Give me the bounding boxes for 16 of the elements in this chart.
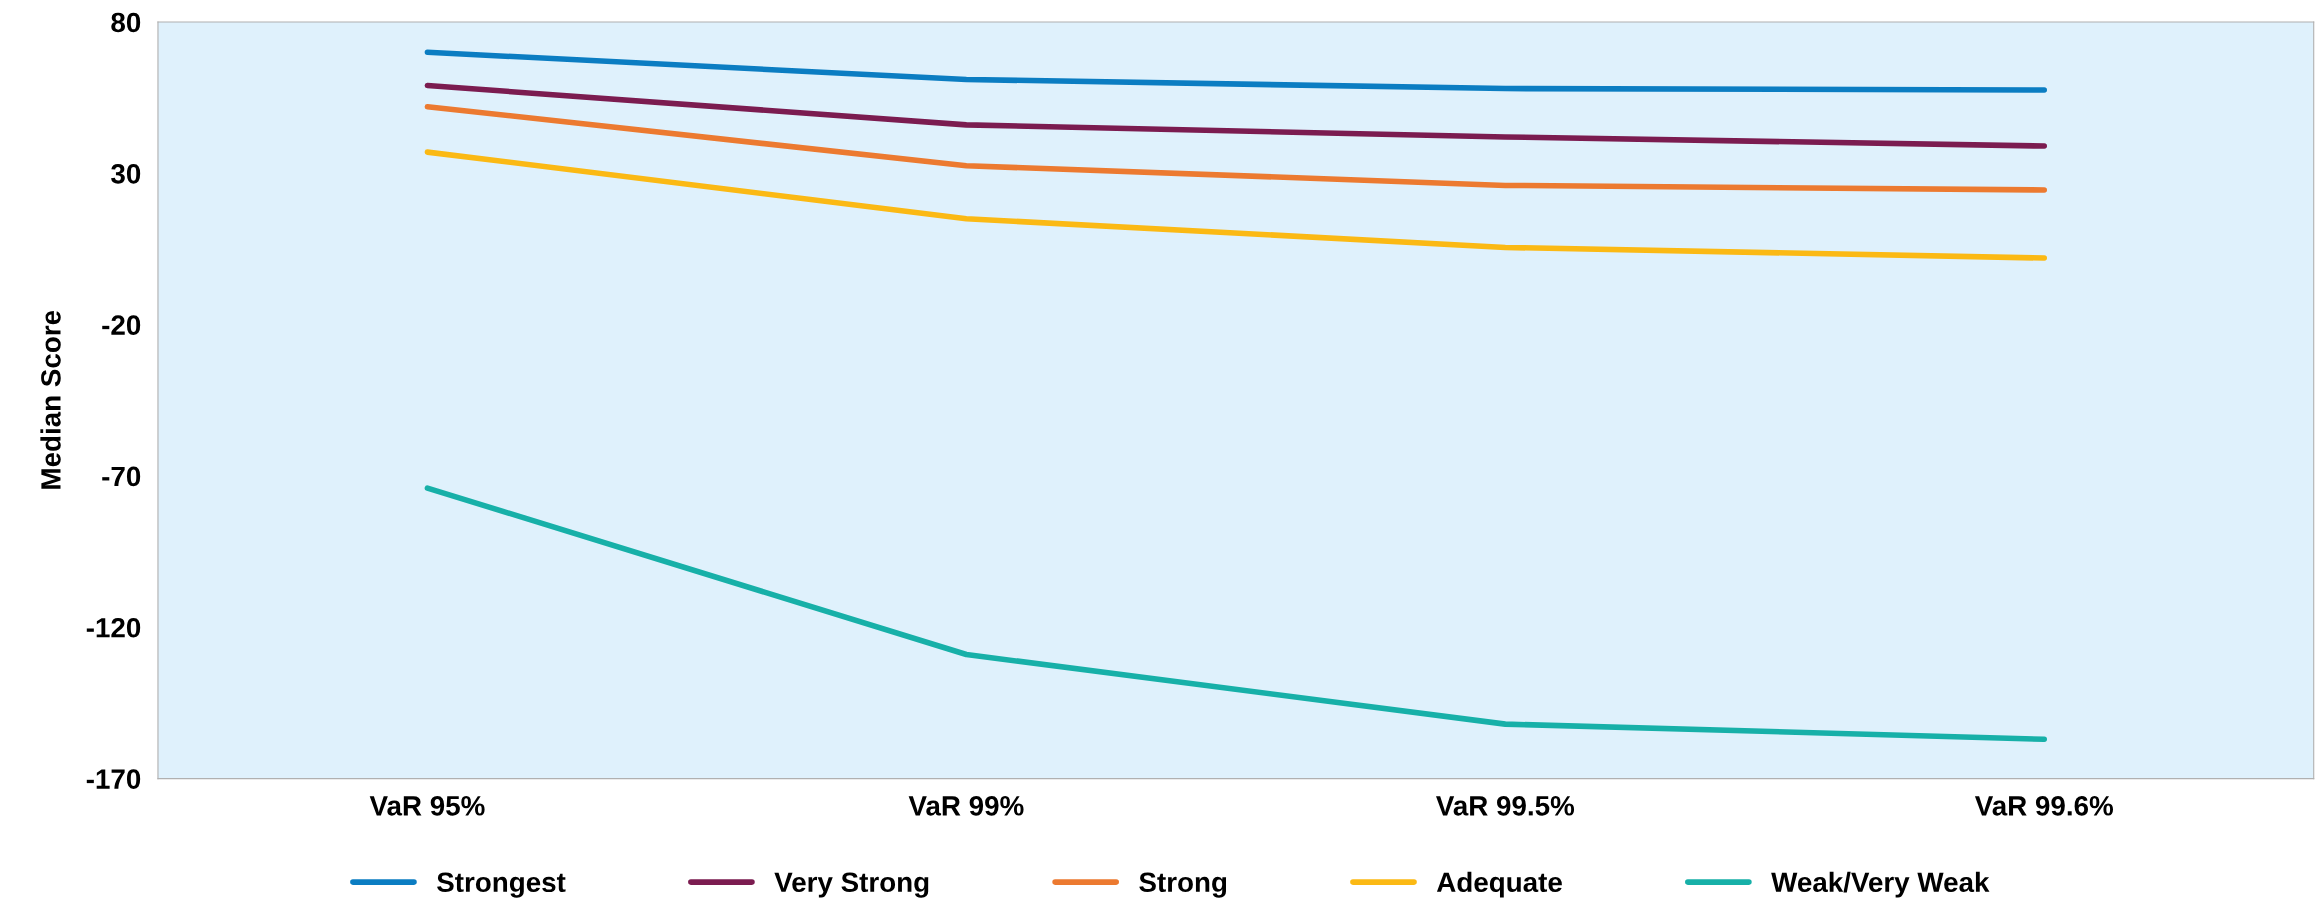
y-axis-title: Median Score [40,310,61,489]
x-tick-label: VaR 99.6% [1974,796,2113,816]
legend-label: Strongest [437,872,566,898]
legend-label: Weak/Very Weak [1771,871,1990,898]
x-tick-label: VaR 99% [908,796,1024,816]
x-tick-label: VaR 99.5% [1436,796,1575,816]
y-tick-label: 80 [111,12,141,33]
legend-label: Strong [1139,872,1227,898]
y-tick-label: 30 [111,163,141,184]
y-tick-label: -70 [102,466,141,487]
x-tick-label: VaR 95% [369,796,485,816]
y-tick-label: -120 [86,617,141,638]
y-tick-label: -170 [86,769,141,789]
legend-label: Adequate [1436,871,1562,898]
y-tick-label: -20 [102,315,141,335]
legend-label: Very Strong [774,872,929,898]
